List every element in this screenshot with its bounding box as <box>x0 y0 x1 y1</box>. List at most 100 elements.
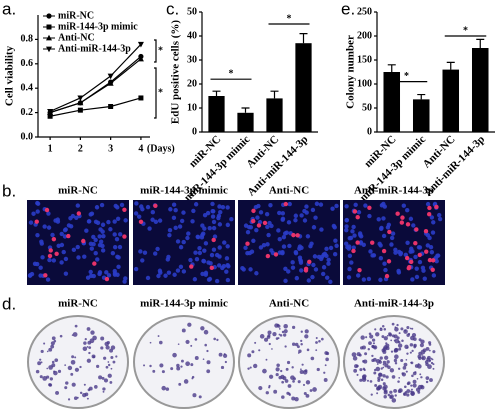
nucleus <box>310 274 315 280</box>
colony <box>418 338 422 342</box>
colony <box>178 382 182 386</box>
colony <box>360 346 364 350</box>
nucleus <box>302 218 308 223</box>
colony <box>283 324 288 329</box>
colony <box>371 338 376 342</box>
colony <box>398 332 401 335</box>
nucleus <box>313 215 318 220</box>
nucleus <box>332 225 337 230</box>
x-axis-label: (Days) <box>147 143 175 154</box>
nucleus <box>136 214 142 219</box>
annotation: * <box>158 45 163 56</box>
nucleus <box>172 272 177 277</box>
nucleus <box>179 218 185 224</box>
nucleus <box>332 252 338 257</box>
colony <box>57 369 62 374</box>
colony <box>249 366 252 369</box>
colony <box>275 372 279 377</box>
edu-cell <box>291 232 296 238</box>
nucleus <box>417 259 423 265</box>
bar <box>471 48 489 132</box>
colony <box>109 380 113 384</box>
nucleus <box>112 232 117 237</box>
colony <box>391 398 397 403</box>
colony <box>220 365 225 370</box>
y-axis-label: Cell viability <box>4 45 16 106</box>
nucleus <box>313 267 319 272</box>
colony <box>406 352 409 355</box>
nucleus <box>350 229 355 234</box>
edu-cell <box>395 211 400 216</box>
nucleus <box>293 218 298 223</box>
colony <box>159 363 164 368</box>
edu-cell <box>122 207 127 212</box>
nucleus <box>167 228 173 233</box>
colony <box>48 383 53 387</box>
nucleus <box>173 225 178 231</box>
edu-cell <box>427 205 432 211</box>
nucleus <box>290 265 296 270</box>
edu-cell <box>66 233 71 239</box>
colony <box>143 364 146 367</box>
colony <box>183 379 189 384</box>
colony <box>382 374 386 378</box>
colony <box>283 329 288 334</box>
fluorescence-image <box>133 200 235 285</box>
nucleus <box>324 246 329 252</box>
nucleus <box>382 261 387 266</box>
nucleus <box>414 274 420 280</box>
nucleus <box>35 261 40 267</box>
marker <box>46 34 52 41</box>
nucleus <box>222 240 227 245</box>
nucleus <box>211 247 217 252</box>
edu-cell <box>34 219 39 224</box>
colony <box>376 392 379 395</box>
panel-title: miR-144-3p mimic <box>140 185 228 197</box>
colony <box>268 342 271 346</box>
colony <box>321 337 324 341</box>
edu-cell <box>405 222 411 227</box>
nucleus <box>368 249 373 254</box>
annotation: * <box>404 71 409 82</box>
nucleus <box>155 246 160 252</box>
colony <box>82 346 88 351</box>
nucleus <box>363 203 368 208</box>
edu-cell <box>303 268 309 273</box>
error-bar <box>417 93 426 100</box>
colony <box>386 360 390 364</box>
nucleus <box>112 219 117 224</box>
colony <box>429 359 432 362</box>
nucleus <box>265 242 270 247</box>
edu-cell <box>431 258 436 263</box>
edu-cell <box>265 253 271 259</box>
nucleus <box>188 257 193 263</box>
edu-cell <box>43 273 48 278</box>
edu-cell <box>273 252 279 257</box>
colony <box>43 342 46 345</box>
bar <box>266 98 283 132</box>
colony <box>181 328 186 333</box>
colony <box>281 330 285 334</box>
colony <box>306 348 310 352</box>
y-tick-label: 0 <box>367 126 372 137</box>
colony <box>51 360 55 364</box>
error-bar <box>212 90 221 96</box>
nucleus <box>55 219 61 224</box>
nucleus <box>112 244 118 250</box>
nucleus <box>210 214 216 219</box>
colony <box>394 394 397 397</box>
colony <box>382 386 387 391</box>
nucleus <box>255 215 260 220</box>
colony <box>411 374 414 378</box>
colony <box>419 343 424 348</box>
nucleus <box>258 210 264 215</box>
colony <box>369 334 374 339</box>
colony <box>53 370 56 373</box>
nucleus <box>310 207 316 213</box>
nucleus <box>175 268 181 273</box>
colony <box>82 393 87 398</box>
nucleus <box>145 275 151 281</box>
colony <box>383 345 388 350</box>
nucleus <box>344 204 349 209</box>
